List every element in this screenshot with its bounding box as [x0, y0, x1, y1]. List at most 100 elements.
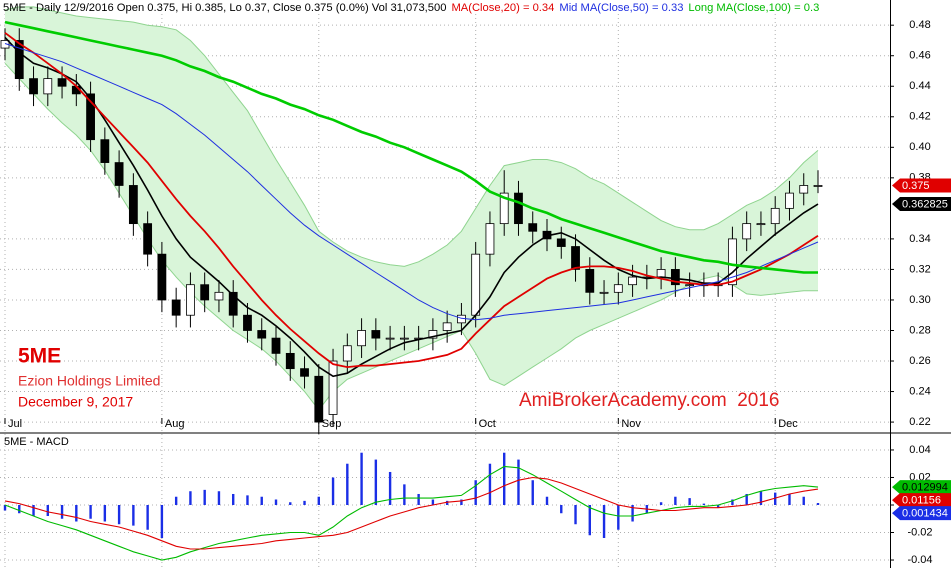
candle-body: [314, 375, 324, 423]
candle-body: [685, 284, 695, 287]
macd-title: 5ME - MACD: [4, 436, 69, 448]
candle-body: [742, 223, 752, 240]
date-annotation: December 9, 2017: [18, 394, 133, 410]
moving-average-line: [4, 32, 819, 369]
candle-body: [756, 223, 766, 226]
y-tick-label: 0.22: [909, 416, 930, 428]
candle-body: [357, 330, 366, 347]
candle-body: [799, 185, 809, 194]
y-tick-label: 0.48: [909, 19, 930, 31]
candle-body: [528, 223, 538, 232]
candle-body: [157, 253, 167, 301]
price-panel: 0.220.240.260.280.300.320.340.380.400.42…: [0, 6, 951, 435]
y-tick-label: -0.02: [907, 526, 932, 538]
candle-body: [556, 238, 566, 247]
candle-body: [186, 284, 195, 316]
moving-average-line: [4, 20, 818, 274]
candle-body: [57, 78, 67, 87]
candle-body: [428, 330, 438, 339]
x-tick-label: Aug: [165, 418, 185, 430]
x-tick-label: Sep: [322, 418, 342, 430]
y-tick-label: 0.40: [909, 141, 930, 153]
x-tick-label: Dec: [778, 418, 798, 430]
last-close-tag: 0.375: [902, 180, 930, 192]
y-tick-label: -0.04: [907, 554, 932, 566]
y-tick-label: 0.04: [909, 444, 930, 456]
candle-body: [656, 269, 666, 278]
candle-body: [171, 299, 181, 316]
candle-body: [228, 291, 238, 316]
band-lower: [4, 62, 818, 411]
candle-body: [670, 269, 680, 286]
candle-body: [285, 352, 295, 370]
ticker-annotation: 5ME: [18, 345, 61, 368]
candle-body: [100, 139, 110, 163]
candle-body: [128, 185, 138, 225]
chart-title: 5ME - Daily 12/9/2016 Open 0.375, Hi 0.3…: [3, 2, 819, 14]
y-tick-label: 0.28: [909, 324, 930, 336]
candle-body: [770, 207, 780, 225]
candle-body: [342, 345, 352, 362]
x-tick-label: Oct: [479, 418, 496, 430]
candle-body: [442, 322, 452, 331]
candle-body: [385, 337, 395, 340]
macd-line: [4, 476, 819, 550]
last-ma-tag-box: [892, 197, 951, 212]
legend-entry: MA(Close,20) = 0.34: [451, 2, 554, 14]
last-value-tag: 0.012994: [902, 482, 948, 494]
candle-body: [86, 93, 95, 141]
y-tick-label: 0.42: [909, 111, 930, 123]
candle-body: [114, 162, 124, 186]
candle-body: [29, 78, 38, 95]
candle-body: [499, 192, 509, 225]
y-tick-label: 0.32: [909, 263, 930, 275]
last-value-tag-box: [892, 493, 951, 508]
candle-body: [585, 269, 595, 293]
x-tick-label: Nov: [621, 418, 641, 430]
candle-body: [471, 253, 481, 316]
y-tick-label: 0.26: [909, 355, 930, 367]
candle-body: [257, 330, 267, 339]
candle-body: [214, 291, 224, 301]
candle-body: [14, 40, 24, 80]
candle-body: [43, 78, 53, 95]
last-value-tag: 0.01156: [902, 495, 941, 507]
legend-entry: Mid MA(Close,50) = 0.33: [559, 2, 683, 14]
y-tick-label: 0.46: [909, 50, 930, 62]
last-value-tag-box: [892, 480, 951, 495]
last-ma-tag: 0.362825: [902, 198, 948, 210]
candle-body: [571, 246, 580, 270]
y-tick-label: 0.24: [909, 385, 930, 397]
moving-average-line: [4, 43, 819, 321]
candle-body: [785, 192, 794, 209]
candle-body: [271, 337, 281, 354]
candle-body: [371, 330, 381, 339]
candle-body: [328, 360, 338, 415]
y-tick-label: 0.30: [909, 294, 930, 306]
watermark-annotation: AmiBrokerAcademy.com 2016: [519, 390, 779, 411]
company-annotation: Ezion Holdings Limited: [18, 373, 160, 389]
last-close-tag-box: [892, 178, 951, 193]
candle-body: [813, 185, 823, 187]
candle-body: [399, 337, 409, 340]
last-value-tag-box: [892, 506, 951, 521]
candle-body: [300, 368, 309, 377]
macd-line: [4, 465, 819, 561]
candle-body: [200, 284, 210, 301]
candle-body: [485, 223, 495, 255]
candle-body: [243, 314, 252, 331]
candle-body: [514, 192, 523, 225]
candle-body: [628, 276, 637, 286]
y-tick-label: 0.34: [909, 233, 930, 245]
x-tick-label: Jul: [8, 418, 22, 430]
candle-body: [143, 223, 153, 255]
last-value-tag: 0.001434: [902, 508, 948, 520]
title-text: 5ME - Daily 12/9/2016 Open 0.375, Hi 0.3…: [3, 2, 446, 14]
y-tick-label: 0.44: [909, 80, 930, 92]
candle-body: [599, 291, 609, 294]
candle-body: [728, 238, 737, 286]
legend-entry: Long MA(Close,100) = 0.3: [688, 2, 819, 14]
moving-average-line: [4, 36, 819, 378]
